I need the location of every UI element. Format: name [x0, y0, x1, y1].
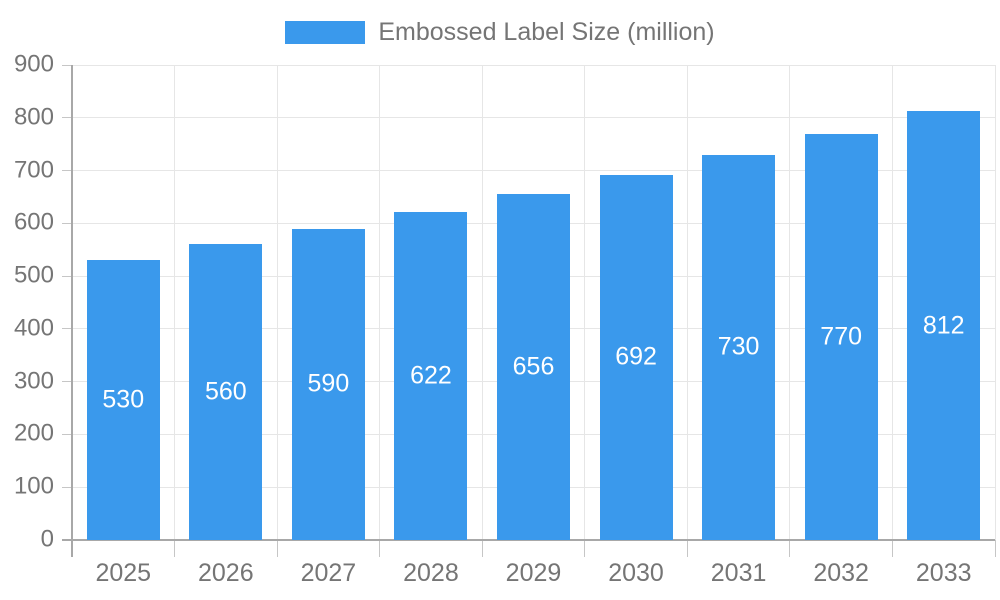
- x-axis-tick-label: 2033: [915, 559, 972, 587]
- y-axis-line: [71, 65, 73, 557]
- x-axis-tick-label: 2025: [95, 559, 152, 587]
- bar-2025[interactable]: 530: [86, 260, 160, 540]
- gridline-vertical: [481, 65, 483, 540]
- y-axis-tick: [62, 117, 72, 119]
- x-axis-tick-label: 2030: [608, 559, 664, 587]
- y-axis-tick: [62, 433, 72, 435]
- y-axis-tick-label: 800: [13, 103, 54, 131]
- y-axis-tick-label: 300: [13, 367, 54, 395]
- gridline-vertical: [686, 65, 688, 540]
- x-axis-tick-label: 2028: [403, 559, 459, 587]
- bar-value-label: 560: [204, 377, 247, 406]
- y-axis-tick: [62, 328, 72, 330]
- gridline-vertical: [584, 65, 586, 540]
- x-axis-tick: [789, 540, 791, 557]
- bar-2030[interactable]: 692: [599, 174, 673, 540]
- x-axis-tick-label: 2031: [710, 559, 767, 587]
- bar-2027[interactable]: 590: [291, 228, 365, 540]
- y-axis-tick: [62, 381, 72, 383]
- x-axis-tick: [481, 540, 483, 557]
- gridline-vertical: [789, 65, 791, 540]
- x-axis-tick: [584, 540, 586, 557]
- bar-value-label: 730: [717, 332, 760, 361]
- legend-label: Embossed Label Size (million): [378, 18, 715, 46]
- y-axis-tick-label: 700: [13, 155, 54, 183]
- y-axis-tick: [62, 64, 72, 66]
- gridline-vertical: [994, 65, 996, 540]
- x-axis-line: [62, 539, 995, 541]
- y-axis-tick: [62, 222, 72, 224]
- y-axis-tick-label: 100: [13, 472, 54, 500]
- x-axis-tick: [686, 540, 688, 557]
- bar-2032[interactable]: 770: [804, 133, 878, 540]
- y-axis-tick-label: 200: [13, 419, 54, 447]
- bar-value-label: 770: [820, 322, 863, 351]
- x-axis-tick: [276, 540, 278, 557]
- x-axis-tick: [994, 540, 996, 557]
- x-axis-tick: [891, 540, 893, 557]
- y-axis-tick: [62, 275, 72, 277]
- gridline-horizontal: [72, 64, 995, 66]
- chart-legend[interactable]: Embossed Label Size (million): [0, 18, 1000, 47]
- bar-2033[interactable]: 812: [907, 111, 981, 540]
- bar-value-label: 812: [922, 311, 965, 340]
- y-axis-tick: [62, 486, 72, 488]
- bar-2028[interactable]: 622: [394, 211, 468, 540]
- y-axis-tick-label: 600: [13, 208, 54, 236]
- gridline-vertical: [891, 65, 893, 540]
- bar-value-label: 692: [615, 342, 657, 371]
- gridline-vertical: [379, 65, 381, 540]
- x-axis-tick-label: 2026: [198, 559, 254, 587]
- x-axis-tick: [174, 540, 176, 557]
- gridline-horizontal: [72, 117, 995, 119]
- bar-2031[interactable]: 730: [702, 154, 776, 540]
- bar-value-label: 622: [410, 361, 452, 390]
- x-axis-tick-label: 2032: [813, 559, 869, 587]
- legend-swatch: [285, 21, 366, 44]
- gridline-horizontal: [72, 170, 995, 172]
- bar-value-label: 530: [102, 385, 145, 414]
- gridline-vertical: [276, 65, 278, 540]
- y-axis-tick-label: 900: [13, 50, 54, 78]
- bar-value-label: 656: [512, 352, 555, 381]
- x-axis-tick: [379, 540, 381, 557]
- gridline-vertical: [174, 65, 176, 540]
- bar-2029[interactable]: 656: [497, 193, 570, 540]
- bar-value-label: 590: [307, 369, 350, 398]
- x-axis-tick-label: 2029: [505, 559, 562, 587]
- bar-2026[interactable]: 560: [189, 244, 263, 540]
- y-axis-tick-label: 400: [13, 314, 54, 342]
- y-axis-tick: [62, 170, 72, 172]
- x-axis-tick-label: 2027: [300, 559, 357, 587]
- y-axis-tick-label: 500: [13, 261, 54, 289]
- y-axis-tick-label: 0: [40, 525, 54, 553]
